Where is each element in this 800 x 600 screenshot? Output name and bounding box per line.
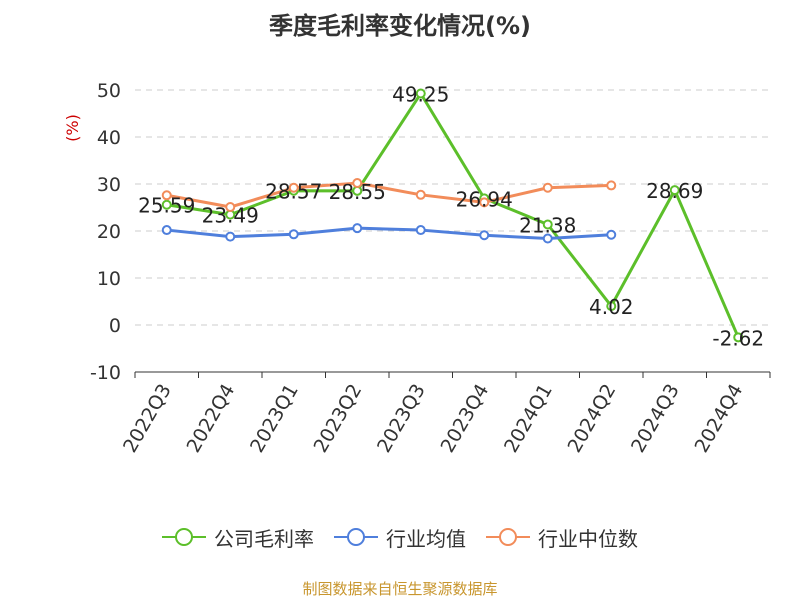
source-note: 制图数据来自恒生聚源数据库 — [302, 580, 498, 598]
x-tick-label: 2022Q4 — [183, 380, 240, 456]
x-tick-label: 2023Q2 — [310, 380, 367, 456]
data-point — [733, 332, 744, 343]
data-point — [225, 202, 236, 213]
grid-layer — [135, 89, 770, 373]
data-point — [606, 229, 617, 240]
data-label: -2.62 — [712, 326, 764, 350]
data-point — [669, 185, 680, 196]
data-point — [415, 225, 426, 236]
legend-item[interactable]: 行业中位数 — [486, 523, 638, 552]
data-label: 21.38 — [519, 214, 576, 238]
y-tick-label: 30 — [97, 174, 121, 196]
data-point — [288, 182, 299, 193]
legend-label: 行业中位数 — [538, 526, 638, 551]
legend-label: 行业均值 — [386, 526, 466, 551]
y-tick-label: 20 — [97, 221, 121, 243]
data-point — [606, 301, 617, 312]
data-label: 26.94 — [456, 187, 513, 211]
legend-swatch — [486, 528, 530, 546]
data-point — [352, 178, 363, 189]
data-point — [479, 197, 490, 208]
data-label: 28.55 — [329, 180, 386, 204]
data-point — [225, 231, 236, 242]
data-point — [288, 229, 299, 240]
y-axis-label: (%) — [63, 114, 82, 142]
data-point — [542, 182, 553, 193]
y-tick-label: 40 — [97, 127, 121, 149]
x-tick-label: 2024Q4 — [691, 380, 748, 456]
legend-swatch — [334, 528, 378, 546]
data-label: 28.57 — [265, 180, 322, 204]
x-tick-label: 2023Q1 — [246, 380, 303, 456]
data-point — [352, 223, 363, 234]
data-label: 49.25 — [392, 83, 449, 107]
data-label: 25.59 — [138, 194, 195, 218]
data-point — [542, 233, 553, 244]
series-layer — [161, 88, 744, 343]
y-tick-label: 50 — [97, 80, 121, 102]
data-label: 28.69 — [646, 179, 703, 203]
y-tick-label: 0 — [109, 315, 121, 337]
y-tick-label: -10 — [90, 362, 121, 384]
data-point — [415, 189, 426, 200]
data-point — [479, 230, 490, 241]
legend-swatch — [162, 528, 206, 546]
legend: 公司毛利率 行业均值 行业中位数 — [0, 520, 800, 554]
x-tick-label: 2024Q1 — [500, 380, 557, 456]
data-point — [161, 190, 172, 201]
series-line-1 — [166, 226, 612, 241]
legend-item[interactable]: 行业均值 — [334, 523, 466, 552]
legend-label: 公司毛利率 — [214, 526, 314, 551]
legend-item[interactable]: 公司毛利率 — [162, 523, 314, 552]
x-tick-label: 2022Q3 — [119, 380, 176, 456]
y-tick-label: 10 — [97, 268, 121, 290]
data-label: 23.49 — [202, 204, 259, 228]
series-line-0 — [166, 92, 740, 338]
x-tick-label: 2023Q4 — [437, 380, 494, 456]
x-tick-label: 2024Q3 — [627, 380, 684, 456]
data-point — [161, 199, 172, 210]
chart-title: 季度毛利率变化情况(%) — [269, 12, 531, 40]
x-tick-label: 2023Q3 — [373, 380, 430, 456]
data-point — [415, 88, 426, 99]
x-tick-label: 2024Q2 — [564, 380, 621, 456]
series-line-2 — [166, 181, 612, 209]
data-label: 4.02 — [589, 295, 634, 319]
data-point — [161, 225, 172, 236]
data-point — [606, 180, 617, 191]
data-point — [542, 219, 553, 230]
